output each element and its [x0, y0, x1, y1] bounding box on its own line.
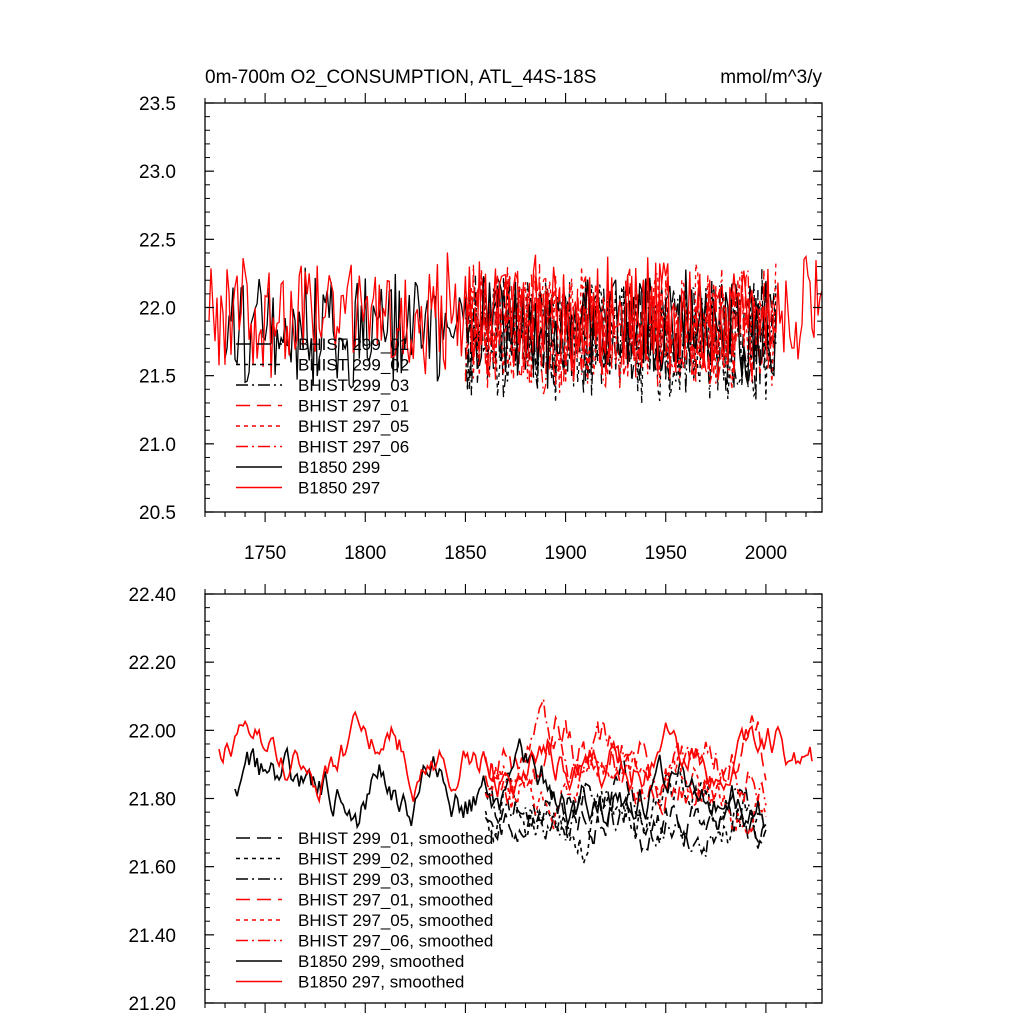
- y-tick-label: 21.0: [139, 435, 176, 456]
- legend-label: BHIST 299_01, smoothed: [298, 829, 493, 848]
- y-tick-label: 23.0: [139, 162, 176, 183]
- legend-label: BHIST 297_06: [298, 438, 409, 457]
- legend-label: B1850 299, smoothed: [298, 952, 464, 971]
- legend-label: BHIST 297_06, smoothed: [298, 932, 493, 951]
- series-line-7: [224, 267, 777, 389]
- legend-label: BHIST 297_01, smoothed: [298, 891, 493, 910]
- top-chart-title: 0m-700m O2_CONSUMPTION, ATL_44S-18S: [205, 67, 596, 88]
- series-group: [208, 252, 822, 404]
- x-tick-label: 1900: [544, 543, 586, 564]
- y-tick-label: 22.0: [139, 299, 176, 320]
- series-line-4: [484, 714, 767, 819]
- x-tick-label: 1800: [344, 543, 386, 564]
- y-tick-label: 21.5: [139, 367, 176, 388]
- series-line-5: [484, 749, 767, 838]
- x-tick-label: 1750: [244, 543, 286, 564]
- y-tick-label: 22.40: [128, 585, 176, 606]
- legend-label: BHIST 297_01: [298, 397, 409, 416]
- y-tick-label: 21.40: [128, 926, 176, 947]
- top-chart-units: mmol/m^3/y: [720, 67, 822, 88]
- legend-label: BHIST 299_01: [298, 335, 409, 354]
- legend-label: B1850 297: [298, 479, 380, 498]
- x-tick-label: 2000: [745, 543, 787, 564]
- y-tick-label: 20.5: [139, 503, 176, 524]
- legend-label: B1850 297, smoothed: [298, 973, 464, 992]
- bottom-chart-panel: 21.20 21.40 21.60 21.80 22.00 22.20 22.40 BHIST…: [128, 584, 823, 1015]
- series-line-8: [218, 710, 813, 805]
- series-line-4: [464, 264, 777, 387]
- series-line-7: [234, 738, 767, 830]
- series-line-5: [464, 263, 777, 393]
- y-tick-label: 22.5: [139, 230, 176, 251]
- top-chart-panel: 20.5 21.0 21.5 22.0 22.5 23.0 23.5 1750 1800 1850…: [139, 93, 823, 564]
- series-group: [218, 698, 813, 867]
- legend-label: BHIST 297_05, smoothed: [298, 911, 493, 930]
- legend-label: B1850 299: [298, 458, 380, 477]
- series-line-3: [484, 782, 767, 857]
- series-line-6: [484, 698, 767, 806]
- x-tick-label: 1950: [645, 543, 687, 564]
- y-tick-label: 22.20: [128, 653, 176, 674]
- legend-label: BHIST 299_02: [298, 356, 409, 375]
- y-tick-label: 21.60: [128, 858, 176, 879]
- legend-label: BHIST 299_03, smoothed: [298, 870, 493, 889]
- x-tick-label: 1850: [444, 543, 486, 564]
- series-line-8: [208, 252, 822, 378]
- legend-label: BHIST 297_05: [298, 417, 409, 436]
- y-tick-label: 21.80: [128, 790, 176, 811]
- legend-label: BHIST 299_03: [298, 376, 409, 395]
- legend-label: BHIST 299_02, smoothed: [298, 850, 493, 869]
- series-line-2: [484, 768, 767, 867]
- y-tick-label: 21.20: [128, 994, 176, 1015]
- y-tick-label: 23.5: [139, 94, 176, 115]
- y-tick-label: 22.00: [128, 721, 176, 742]
